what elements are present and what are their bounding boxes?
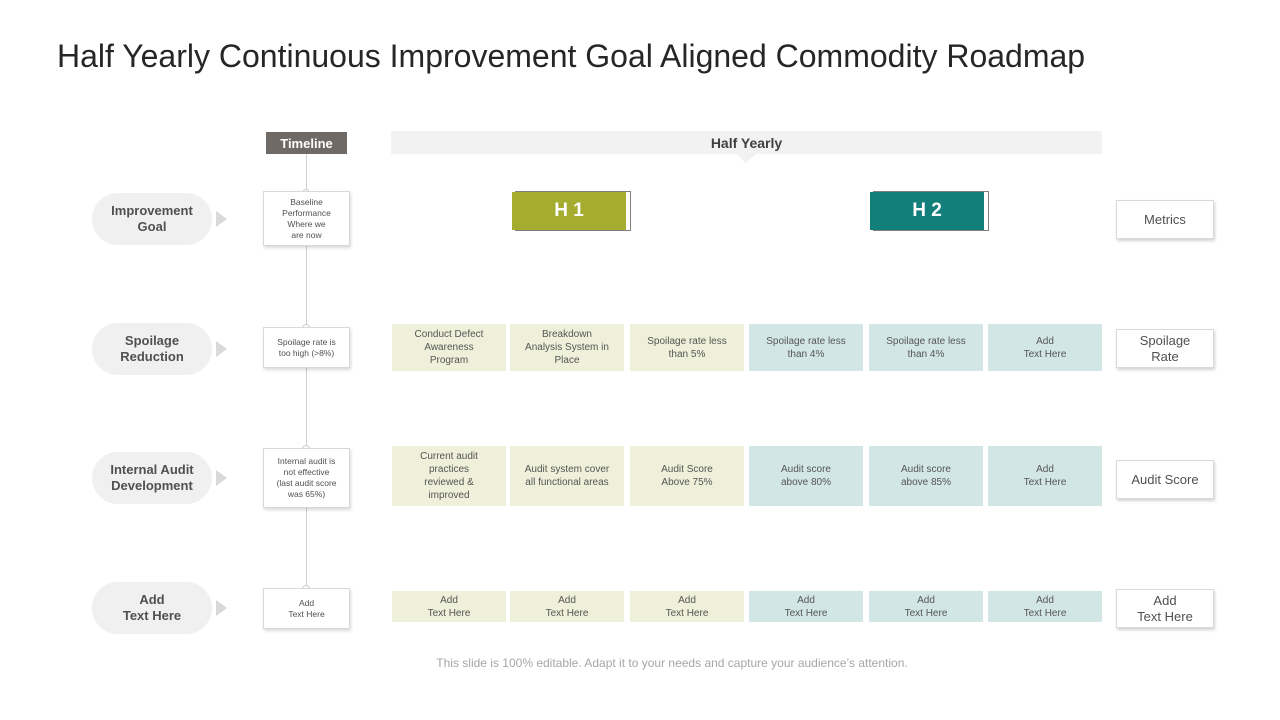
goal-arrow [216,341,227,357]
timeline-box: Spoilage rate is too high (>8%) [263,327,350,368]
roadmap-cell: Audit system cover all functional areas [510,446,624,506]
timeline-box: Internal audit is not effective (last audi… [263,448,350,508]
phase-h2: H 2 [870,192,984,230]
metric-box: Add Text Here [1116,589,1214,628]
footer-note: This slide is 100% editable. Adapt it to… [436,656,908,670]
period-header: Half Yearly [391,131,1102,154]
goal-arrow [216,600,227,616]
timeline-box: Add Text Here [263,588,350,629]
period-header-pointer [736,154,756,163]
roadmap-cell: Add Text Here [869,591,983,622]
phase-h1: H 1 [512,192,626,230]
roadmap-cell: Add Text Here [630,591,744,622]
timeline-header: Timeline [266,132,347,154]
roadmap-cell: Add Text Here [988,591,1102,622]
goal-spoilage-reduction: Spoilage Reduction [92,323,212,375]
roadmap-cell: Audit score above 80% [749,446,863,506]
roadmap-cell: Spoilage rate less than 4% [749,324,863,371]
timeline-line [306,154,307,590]
metric-box: Audit Score [1116,460,1214,499]
roadmap-cell: Spoilage rate less than 5% [630,324,744,371]
goal-add-text: Add Text Here [92,582,212,634]
goal-internal-audit-development: Internal Audit Development [92,452,212,504]
roadmap-cell: Add Text Here [988,446,1102,506]
roadmap-cell: Add Text Here [988,324,1102,371]
goal-arrow [216,211,227,227]
roadmap-cell: Add Text Here [392,591,506,622]
goal-arrow [216,470,227,486]
roadmap-cell: Audit Score Above 75% [630,446,744,506]
goal-improvement-goal: Improvement Goal [92,193,212,245]
timeline-box: Baseline Performance Where we are now [263,191,350,246]
roadmap-cell: Conduct Defect Awareness Program [392,324,506,371]
roadmap-cell: Spoilage rate less than 4% [869,324,983,371]
metric-box: Spoilage Rate [1116,329,1214,368]
roadmap-cell: Breakdown Analysis System in Place [510,324,624,371]
page-title: Half Yearly Continuous Improvement Goal … [57,38,1086,74]
roadmap-cell: Current audit practices reviewed & improved [392,446,506,506]
roadmap-cell: Add Text Here [510,591,624,622]
metric-box: Metrics [1116,200,1214,239]
roadmap-cell: Add Text Here [749,591,863,622]
roadmap-cell: Audit score above 85% [869,446,983,506]
